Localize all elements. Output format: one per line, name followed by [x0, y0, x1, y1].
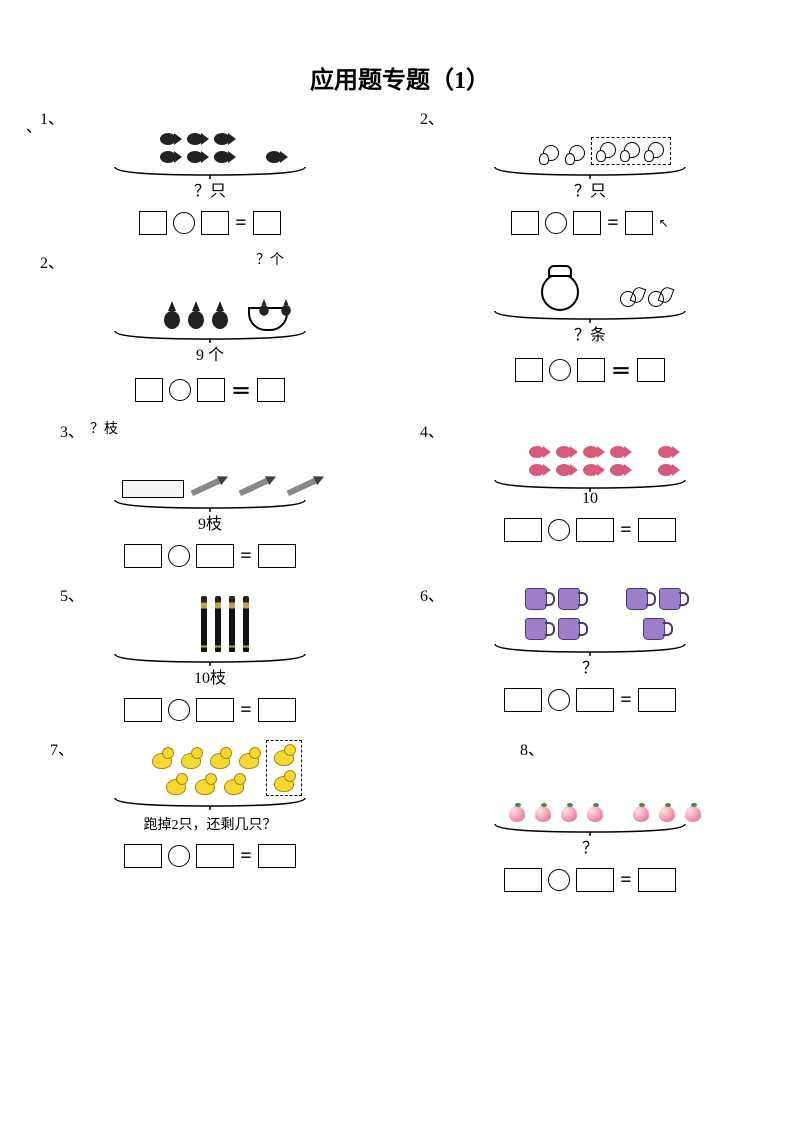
equation-template: = ↖	[420, 211, 760, 235]
problem-number: 8、	[520, 736, 544, 760]
blank-box[interactable]	[253, 211, 281, 235]
dashed-group	[266, 740, 302, 796]
equation-template: =	[40, 544, 380, 568]
blank-box[interactable]	[201, 211, 229, 235]
problem-6: 6、 ？ =	[420, 582, 760, 730]
equation-template: =	[40, 211, 380, 235]
equation-template: ＝	[420, 355, 760, 384]
pencil-box-icon	[122, 480, 184, 498]
label-count: ？只	[420, 177, 760, 201]
problem-number: 2、	[40, 249, 64, 273]
vase-icon	[540, 265, 580, 309]
pic-fish-group	[40, 105, 380, 165]
blank-op[interactable]	[173, 212, 195, 234]
blank-op[interactable]	[545, 212, 567, 234]
problem-note: 跑掉2只，还剩几只？	[40, 814, 380, 834]
label-total: 9 个	[40, 341, 380, 365]
label-total: 9枝	[40, 510, 380, 534]
problem-number: 7、	[50, 736, 74, 760]
equation-template: =	[40, 698, 380, 722]
problem-number: 4、	[420, 418, 444, 442]
problem-number: 2、	[420, 105, 444, 129]
pic-pencils	[40, 438, 380, 498]
fish-icon	[160, 131, 184, 147]
page-title: 应用题专题（1）	[40, 60, 760, 95]
pic-pens	[40, 582, 380, 652]
problem-3: 3、 ？枝 9枝 =	[40, 418, 380, 576]
pen-icon	[201, 596, 207, 652]
row-4: 5、 10枝 = 6、 ？ =	[40, 582, 760, 730]
top-label: ？个	[160, 249, 380, 269]
cup-icon	[525, 586, 551, 610]
blank-box[interactable]	[625, 211, 653, 235]
blank-box[interactable]	[139, 211, 167, 235]
pic-yellow-chicks	[40, 736, 380, 796]
top-label: ？枝	[90, 418, 380, 438]
pencil-icon	[190, 472, 230, 498]
problem-1b: 2、 ？只 = ↖	[420, 105, 760, 243]
blank-box[interactable]	[573, 211, 601, 235]
equation-template: ＝	[40, 375, 380, 404]
row-1: 、1、 ？只 = 2、 ？只	[40, 105, 760, 243]
equation-template: =	[420, 518, 760, 542]
problem-number: 6、	[420, 582, 444, 606]
goldfish-icon	[618, 287, 642, 309]
yellow-chick-icon	[150, 747, 174, 769]
pic-pink-fish	[420, 418, 760, 478]
label-count: ？条	[420, 321, 760, 345]
problem-number: 、1、	[40, 105, 64, 129]
cursor-icon: ↖	[659, 216, 669, 231]
label-total: 10	[420, 490, 760, 508]
problem-8: 8、 ？ =	[420, 736, 760, 900]
label-total: ？	[420, 834, 760, 858]
pink-fish-icon	[529, 444, 553, 460]
basket-icon	[248, 299, 288, 329]
pic-vase-fish	[420, 249, 760, 309]
dashed-group	[591, 137, 671, 165]
peach-icon	[507, 802, 527, 822]
equation-template: =	[420, 688, 760, 712]
equation-template: =	[420, 868, 760, 892]
pic-chick-group	[420, 105, 760, 165]
row-2: 2、 ？个 9 个 ＝ ？条 ＝	[40, 249, 760, 412]
pic-cups	[420, 582, 760, 642]
label-total: 10枝	[40, 664, 380, 688]
label-count: ？只	[40, 177, 380, 201]
problem-1: 、1、 ？只 =	[40, 105, 380, 243]
problem-5: 5、 10枝 =	[40, 582, 380, 730]
problem-7: 7、 跑掉2只，还剩几只？ =	[40, 736, 380, 900]
problem-2a: 2、 ？个 9 个 ＝	[40, 249, 380, 412]
row-5: 7、 跑掉2只，还剩几只？ = 8、 ？ =	[40, 736, 760, 900]
pic-peaches	[420, 762, 760, 822]
problem-number: 5、	[60, 582, 84, 606]
blank-box[interactable]	[511, 211, 539, 235]
problem-2b: ？条 ＝	[420, 249, 760, 412]
fish-icon	[266, 149, 290, 165]
problem-4: 4、 10 =	[420, 418, 760, 576]
label-total: ？	[420, 654, 760, 678]
chick-icon	[539, 143, 561, 165]
equation-template: =	[40, 844, 380, 868]
pic-pineapple	[40, 269, 380, 329]
pineapple-icon	[162, 303, 182, 329]
problem-number: 3、	[60, 418, 84, 442]
row-3: 3、 ？枝 9枝 = 4、 10	[40, 418, 760, 576]
